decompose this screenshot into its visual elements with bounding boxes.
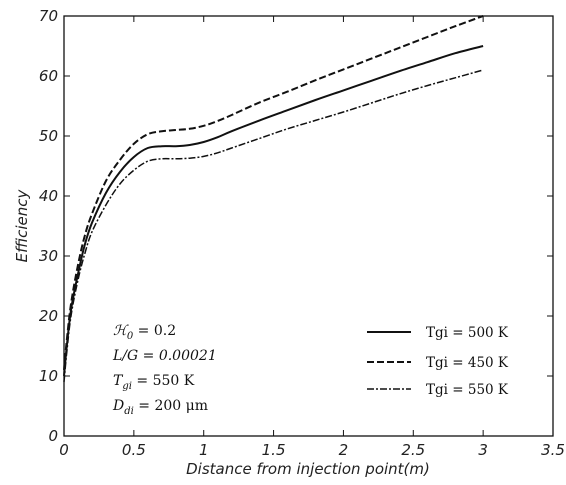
y-tick-label: 70	[39, 7, 58, 25]
legend-label-500: Tgi = 500 K	[426, 325, 509, 341]
x-tick-label: 0	[59, 441, 69, 459]
legend-label-450: Tgi = 450 K	[426, 355, 509, 371]
plot-frame	[63, 15, 554, 437]
annotation-lg: L/G = 0.00021	[112, 348, 217, 364]
annotation-ddi: Ddi = 200 μm	[112, 398, 208, 417]
y-tick-label: 50	[39, 127, 58, 145]
x-axis-label: Distance from injection point(m)	[186, 460, 430, 478]
x-tick-label: 2.5	[401, 441, 425, 459]
legend-label-550: Tgi = 550 K	[426, 382, 509, 398]
y-tick-label: 60	[39, 67, 58, 85]
y-tick-label: 10	[39, 367, 58, 385]
y-axis-label: Efficiency	[13, 189, 31, 263]
x-tick-label: 3.5	[541, 441, 565, 459]
y-tick-label: 0	[48, 427, 58, 445]
annotation-tgi: Tgi = 550 K	[113, 373, 195, 392]
annotation-h0: ℋ0 = 0.2	[113, 323, 176, 342]
x-tick-label: 2	[339, 441, 349, 459]
x-tick-label: 0.5	[122, 441, 146, 459]
series-line-0	[63, 45, 484, 377]
y-tick-label: 30	[39, 247, 58, 265]
y-tick-label: 40	[39, 187, 58, 205]
axis-ticks: 0 0.5 1 1.5 2 2.5 3 3.5 0 10 20 30 40 50 60 70	[39, 7, 565, 459]
x-tick-label: 1.5	[262, 441, 286, 459]
series-line-1	[63, 15, 484, 371]
x-tick-label: 3	[478, 441, 488, 459]
y-tick-label: 20	[39, 307, 58, 325]
x-tick-label: 1	[199, 441, 209, 459]
series-layer	[63, 15, 484, 383]
legend: Tgi = 500 K Tgi = 450 K Tgi = 550 K	[367, 325, 509, 398]
series-line-2	[63, 69, 484, 383]
